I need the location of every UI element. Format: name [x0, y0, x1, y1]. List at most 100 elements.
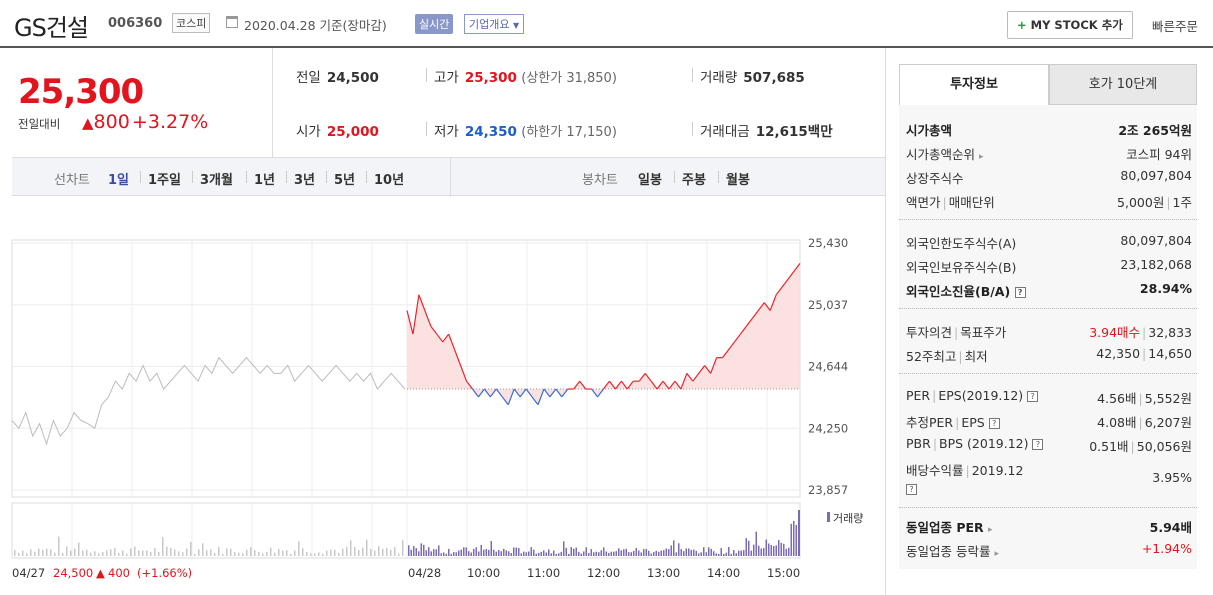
tab-monthly-candle[interactable]: 월봉 — [726, 173, 750, 188]
today-line-segment — [561, 388, 569, 398]
par-value-label: 액면가 — [906, 195, 941, 210]
tab-weekly-candle[interactable]: 주봉 — [682, 173, 706, 188]
volume-bar — [420, 543, 422, 556]
volume-bar — [743, 550, 745, 556]
help-icon[interactable]: ? — [988, 418, 1000, 429]
volume-bar — [493, 549, 495, 556]
today-line-segment — [549, 388, 557, 398]
tab-invest-info[interactable]: 투자정보 — [899, 64, 1049, 105]
tab-10year[interactable]: 10년 — [374, 173, 405, 188]
dividend-period: 2019.12 — [971, 463, 1024, 478]
volume-bar — [698, 553, 700, 556]
volume-bar — [142, 550, 144, 556]
y-tick-label: 25,037 — [808, 298, 848, 312]
volume-bar — [650, 553, 652, 556]
volume-bar — [294, 550, 296, 556]
volume-bar — [708, 547, 710, 556]
volume-bar — [790, 523, 792, 556]
today-line-segment — [614, 380, 622, 390]
volume-bar — [413, 546, 415, 556]
help-icon[interactable]: ? — [1032, 439, 1044, 450]
quick-order-link[interactable]: 빠른주문 — [1152, 19, 1199, 34]
volume-bar — [740, 550, 742, 556]
volume-bar — [585, 547, 587, 556]
volume-bar — [282, 550, 284, 556]
today-line-segment — [638, 372, 646, 382]
volume-bar — [568, 553, 570, 556]
volume-bar — [518, 547, 520, 556]
eps-label: EPS(2019.12) — [938, 388, 1024, 403]
volume-bar — [82, 550, 84, 556]
volume-bar — [780, 542, 782, 556]
tab-3year[interactable]: 3년 — [294, 173, 316, 188]
volume-bar — [146, 550, 148, 556]
volume-bar — [603, 547, 605, 556]
help-icon[interactable]: ? — [1027, 391, 1039, 402]
volume-bar — [658, 551, 660, 556]
stat-prev-label: 전일 — [296, 70, 321, 86]
divider — [192, 171, 193, 183]
help-icon[interactable]: ? — [906, 484, 917, 495]
tab-5year[interactable]: 5년 — [334, 173, 356, 188]
volume-bar — [450, 553, 452, 556]
per-value: 4.56배 — [1097, 391, 1137, 406]
52week-row: 52주최고 | 최저 42,350 | 14,650 — [906, 346, 1192, 364]
chevron-right-icon: ▸ — [994, 549, 999, 559]
volume-bar — [793, 520, 795, 556]
divider — [426, 122, 427, 136]
volume-bar — [366, 539, 368, 556]
tab-orderbook-10[interactable]: 호가 10단계 — [1049, 64, 1197, 105]
add-mystock-button[interactable]: + MY STOCK 추가 — [1007, 11, 1133, 39]
tab-1year[interactable]: 1년 — [254, 173, 276, 188]
today-line-segment — [525, 388, 533, 398]
volume-bar — [648, 550, 650, 556]
industry-per-row[interactable]: 동일업종 PER ▸ 5.94배 — [906, 517, 1192, 539]
dividend-row: 배당수익률 | 2019.12? 3.95% — [906, 463, 1192, 495]
divider — [366, 171, 367, 183]
today-line-segment — [608, 380, 616, 390]
volume-bar — [186, 548, 188, 556]
volume-bar — [334, 549, 336, 556]
today-line-segment — [436, 333, 444, 343]
volume-bar — [525, 552, 527, 556]
volume-bar — [495, 551, 497, 556]
volume-bar — [390, 549, 392, 556]
tab-1day[interactable]: 1일 — [108, 173, 130, 188]
volume-bar — [326, 550, 328, 556]
volume-bar — [653, 552, 655, 556]
x-tick-label: 13:00 — [647, 566, 680, 580]
tab-daily-candle[interactable]: 일봉 — [638, 173, 662, 188]
today-line-segment — [698, 365, 706, 374]
volume-bar — [558, 553, 560, 556]
volume-bar — [628, 552, 630, 556]
add-mystock-label: MY STOCK 추가 — [1030, 18, 1123, 32]
today-line-segment — [734, 333, 741, 343]
volume-bar — [106, 550, 108, 556]
realtime-button[interactable]: 실시간 — [415, 14, 454, 34]
volume-bar — [773, 545, 775, 556]
company-overview-button[interactable]: 기업개요 ▼ — [464, 14, 525, 34]
help-icon[interactable]: ? — [1014, 287, 1026, 298]
volume-bar — [210, 549, 212, 556]
volume-bar — [723, 553, 725, 556]
intraday-price-chart[interactable]: 25,430 25,037 24,644 24,250 23,857 거래량 04/28… — [0, 0, 885, 595]
volume-bar — [342, 548, 344, 556]
volume-bar — [563, 541, 565, 556]
volume-bar — [34, 551, 36, 556]
today-line-segment — [519, 388, 527, 398]
volume-bar — [78, 542, 80, 556]
industry-change-row[interactable]: 동일업종 등락률 ▸ +1.94% — [906, 541, 1192, 563]
volume-bar — [613, 551, 615, 556]
tab-1week[interactable]: 1주일 — [148, 173, 181, 188]
plot-area — [11, 239, 801, 498]
tab-3month[interactable]: 3개월 — [200, 173, 233, 188]
market-cap-rank-row[interactable]: 시가총액순위 ▸ 코스피 94위 — [906, 144, 1192, 166]
market-cap-rank-label: 시가총액순위 — [906, 147, 976, 162]
stat-high-label: 고가 — [434, 70, 459, 86]
volume-bar — [234, 552, 236, 556]
volume-bar — [635, 547, 637, 556]
trading-unit-value: 1주 — [1172, 195, 1192, 210]
y-tick-label: 25,430 — [808, 236, 848, 250]
volume-bar — [448, 548, 450, 556]
volume-bar — [230, 548, 232, 556]
